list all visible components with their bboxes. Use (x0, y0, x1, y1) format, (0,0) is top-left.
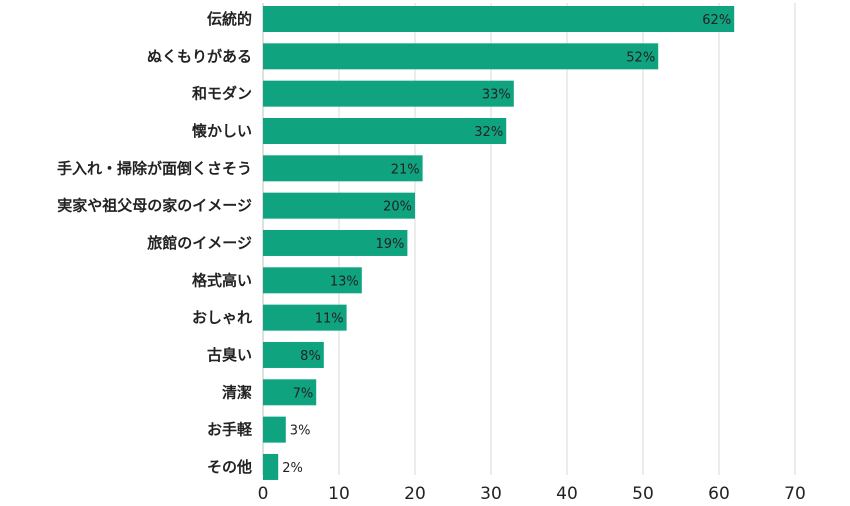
bar (263, 453, 279, 480)
data-label: 3% (290, 424, 311, 439)
value-labels: 62% 52% 33% 32% 21% 20% 19% 13% 11% 8% 7% 3% 2% (282, 13, 731, 476)
category-label: その他 (207, 458, 252, 476)
bar (263, 192, 415, 219)
x-tick-label: 30 (480, 484, 502, 504)
bar (263, 267, 362, 294)
category-label: 懐かしい (192, 122, 252, 140)
x-tick-label: 10 (328, 484, 350, 504)
data-label: 8% (300, 349, 321, 364)
data-label: 20% (383, 200, 412, 215)
bar (263, 6, 735, 32)
category-label: 実家や祖父母の家のイメージ (57, 197, 252, 215)
category-label: おしゃれ (192, 309, 252, 327)
category-label: 手入れ・掃除が面倒くさそう (57, 159, 252, 177)
category-label: 格式高い (192, 271, 252, 289)
data-label: 21% (391, 162, 420, 177)
bar (263, 379, 317, 406)
data-label: 7% (293, 386, 314, 401)
bar (263, 341, 324, 368)
bar (263, 155, 423, 182)
data-label: 32% (474, 125, 503, 140)
bar (263, 43, 659, 70)
data-label: 13% (330, 274, 359, 289)
x-tick-label: 70 (784, 484, 806, 504)
x-axis-tick-labels: 0 10 20 30 40 50 60 70 (258, 484, 806, 504)
category-label: 古臭い (207, 346, 252, 364)
data-label: 33% (482, 88, 511, 103)
bars (263, 6, 735, 480)
bar (263, 80, 514, 107)
category-label: 伝統的 (207, 10, 252, 28)
bar (263, 117, 507, 144)
data-label: 19% (375, 237, 404, 252)
data-label: 52% (626, 50, 655, 65)
data-label: 2% (282, 461, 303, 476)
x-tick-label: 0 (258, 484, 269, 504)
bar (263, 229, 408, 256)
category-label: ぬくもりがある (147, 47, 252, 65)
data-label: 62% (702, 13, 731, 28)
x-tick-label: 40 (556, 484, 578, 504)
x-tick-label: 60 (708, 484, 730, 504)
x-tick-label: 20 (404, 484, 426, 504)
category-labels: 伝統的ぬくもりがある和モダン懐かしい手入れ・掃除が面倒くさそう実家や祖父母の家の… (57, 10, 253, 476)
bar (263, 416, 286, 443)
category-label: 和モダン (192, 85, 252, 103)
category-label: 清潔 (222, 383, 252, 401)
data-label: 11% (315, 312, 344, 327)
bar (263, 304, 347, 331)
category-label: お手軽 (207, 421, 253, 439)
x-tick-label: 50 (632, 484, 654, 504)
category-label: 旅館のイメージ (147, 234, 252, 252)
